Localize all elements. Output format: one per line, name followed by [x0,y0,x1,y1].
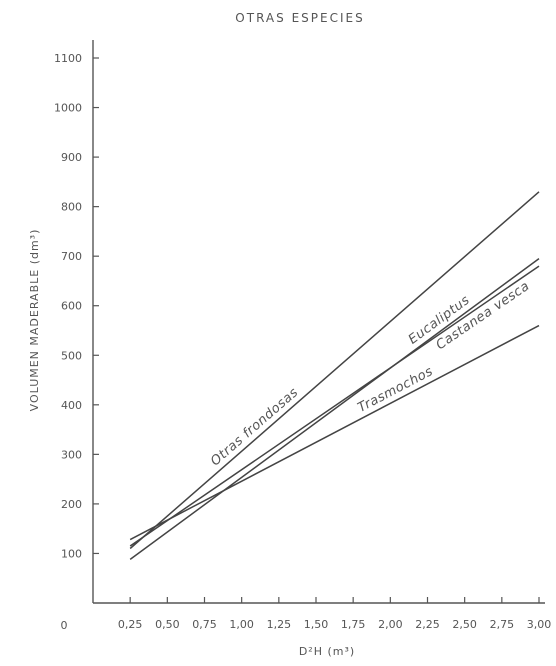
y-tick-label: 800 [61,201,82,214]
y-tick-label: 400 [61,399,82,412]
x-tick-label: 1,75 [341,618,366,631]
x-tick-label: 0,25 [118,618,143,631]
x-tick-label: 0,50 [155,618,180,631]
x-tick-label: 1,00 [229,618,254,631]
y-tick-label: 900 [61,151,82,164]
y-tick-label: 1100 [54,52,82,65]
x-tick-label: 2,00 [378,618,403,631]
x-tick-label: 2,25 [415,618,440,631]
y-ticks: 100 200 300 400 500 600 700 800 900 1000 1100 [54,52,99,560]
y-tick-label: 700 [61,250,82,263]
y-tick-label: 600 [61,300,82,313]
series-label: Trasmochos [355,364,435,416]
x-tick-label: 3,00 [527,618,552,631]
series-line [129,265,540,547]
y-axis-label: VOLUMEN MADERABLE (dm³) [28,229,41,412]
x-tick-label: 2,75 [490,618,515,631]
x-tick-label: 1,25 [267,618,292,631]
origin-label: 0 [61,619,68,632]
y-tick-label: 500 [61,349,82,362]
chart-title: OTRAS ESPECIES [235,11,364,25]
x-tick-label: 1,50 [304,618,329,631]
x-axis-label: D²H (m³) [299,645,355,658]
y-tick-label: 300 [61,448,82,461]
x-tick-label: 2,50 [452,618,477,631]
series-line [129,324,540,541]
series-line [129,191,540,550]
y-tick-label: 100 [61,547,82,560]
series-line [129,258,540,561]
x-tick-label: 0,75 [192,618,217,631]
y-tick-label: 200 [61,498,82,511]
y-tick-label: 1000 [54,102,82,115]
x-ticks: 0,25 0,50 0,75 1,00 1,25 1,50 1,75 2,00 2,25 2,50… [118,597,551,631]
